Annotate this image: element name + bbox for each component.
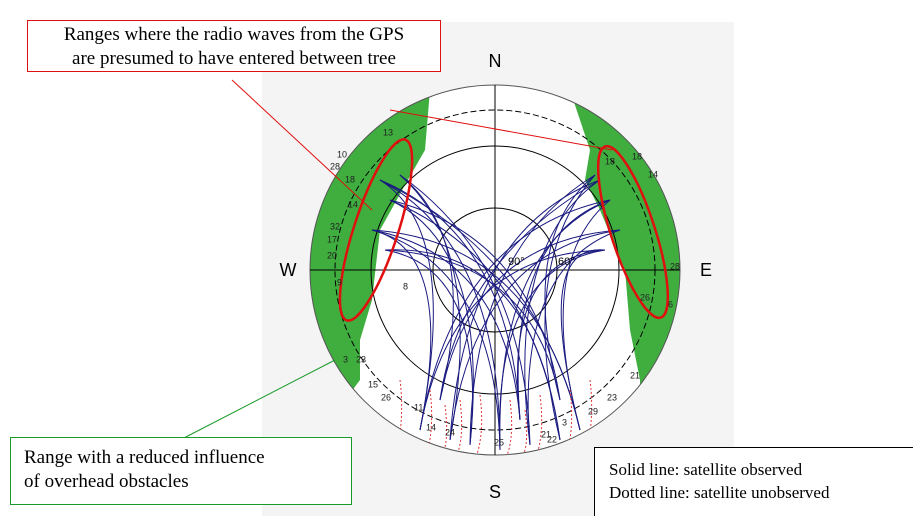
callout-box: Ranges where the radio waves from the GP… bbox=[27, 20, 441, 72]
satellite-id: 28 bbox=[330, 161, 340, 171]
track bbox=[379, 179, 521, 421]
track bbox=[439, 179, 601, 401]
track bbox=[419, 249, 606, 431]
satellite-id: 26 bbox=[640, 292, 650, 302]
track bbox=[517, 249, 606, 421]
track bbox=[449, 229, 621, 441]
track bbox=[399, 174, 461, 441]
satellite-id: 14 bbox=[648, 169, 658, 179]
satellite-id: 32 bbox=[330, 221, 340, 231]
track bbox=[371, 229, 432, 431]
highlight-west bbox=[338, 138, 414, 322]
satellite-id: 22 bbox=[547, 434, 557, 444]
satellite-id: 10 bbox=[337, 149, 347, 159]
satellite-id: 24 bbox=[445, 427, 455, 437]
satellite-id: 14 bbox=[426, 422, 436, 432]
satellite-id: 21 bbox=[630, 370, 640, 380]
satellite-id: 17 bbox=[327, 234, 337, 244]
elevation-label: 90° bbox=[508, 256, 525, 268]
satellite-id: 21 bbox=[541, 429, 551, 439]
track bbox=[544, 174, 596, 441]
satellite-id: 18 bbox=[345, 174, 355, 184]
legend-entry: Solid line: satellite observed bbox=[609, 460, 803, 479]
track bbox=[474, 394, 483, 455]
callout-box: Range with a reduced influence of overhe… bbox=[10, 437, 352, 505]
callout-text: Ranges where the radio waves from the GP… bbox=[63, 24, 405, 45]
satellite-id: 28 bbox=[670, 261, 680, 271]
callout-text: Range with a reduced influence bbox=[24, 447, 265, 468]
track bbox=[439, 229, 621, 401]
satellite-tracks bbox=[371, 174, 621, 451]
compass-label: S bbox=[489, 482, 501, 502]
satellite-id: 18 bbox=[632, 151, 642, 161]
satellite-id: 20 bbox=[327, 250, 337, 260]
satellite-id: 29 bbox=[588, 406, 598, 416]
track bbox=[560, 249, 606, 431]
satellite-id: 8 bbox=[403, 281, 408, 291]
legend: Solid line: satellite observed Dotted li… bbox=[594, 447, 913, 516]
track bbox=[371, 229, 521, 421]
satellite-id: 3 bbox=[562, 417, 567, 427]
track bbox=[519, 409, 528, 455]
compass-label: E bbox=[700, 260, 712, 280]
legend-entry: Dotted line: satellite unobserved bbox=[609, 483, 830, 502]
satellite-id: 9 bbox=[337, 277, 342, 287]
track bbox=[371, 229, 581, 431]
track bbox=[439, 404, 448, 455]
track bbox=[517, 199, 611, 421]
elevation-label: 60° bbox=[558, 256, 575, 268]
track bbox=[449, 179, 601, 441]
compass-label: N bbox=[489, 51, 502, 71]
callout-line bbox=[179, 359, 336, 441]
track bbox=[527, 229, 621, 446]
satellite-id: 23 bbox=[607, 392, 617, 402]
satellite-id: 6 bbox=[668, 299, 673, 309]
satellite-id: 13 bbox=[383, 127, 393, 137]
callout-line bbox=[231, 79, 373, 211]
satellite-id: 11 bbox=[414, 402, 423, 412]
satellite-id: 23 bbox=[356, 354, 366, 364]
highlight-east bbox=[596, 144, 670, 320]
track bbox=[544, 174, 596, 401]
satellite-id: 18 bbox=[605, 156, 615, 166]
satellite-id: 25 bbox=[494, 437, 504, 447]
satellite-id: 14 bbox=[348, 199, 358, 209]
callout-text: are presumed to have entered between tre… bbox=[72, 48, 396, 69]
satellite-id: 15 bbox=[368, 379, 378, 389]
track bbox=[534, 394, 543, 455]
callout-line bbox=[389, 109, 613, 151]
track bbox=[379, 179, 501, 451]
satellite-id: 26 bbox=[381, 392, 391, 402]
compass-label: W bbox=[280, 260, 297, 280]
track bbox=[384, 249, 561, 401]
satellite-id: 3 bbox=[343, 354, 348, 364]
track bbox=[419, 199, 611, 431]
callout-text: of overhead obstacles bbox=[24, 471, 189, 492]
track bbox=[371, 229, 501, 451]
